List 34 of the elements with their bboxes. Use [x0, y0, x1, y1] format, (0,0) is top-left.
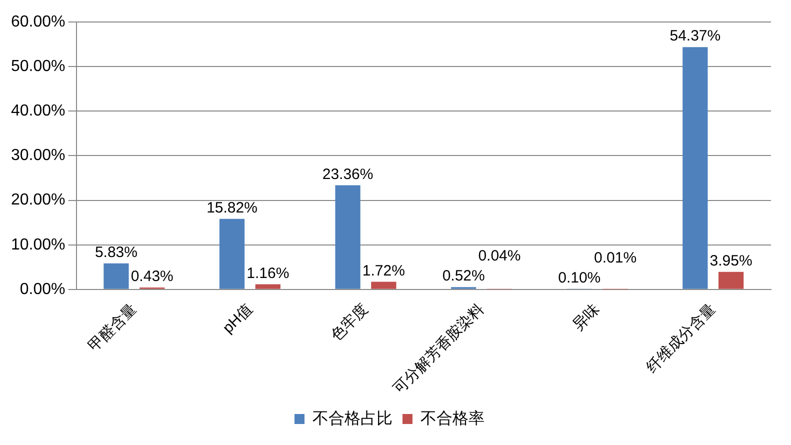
data-label: 1.72%	[362, 262, 405, 280]
bar	[219, 218, 245, 289]
x-tick-label: 可分解芳香胺染料	[390, 300, 488, 398]
data-label: 3.95%	[710, 252, 752, 270]
legend-label: 不合格占比	[312, 409, 392, 428]
bar	[335, 185, 360, 289]
legend-label: 不合格率	[420, 409, 484, 428]
data-label: 0.04%	[478, 248, 521, 265]
x-tick-label: 甲醛含量	[85, 300, 140, 355]
bar	[104, 263, 129, 289]
x-tick-label: pH值	[220, 300, 256, 337]
data-label: 5.83%	[94, 244, 138, 262]
x-tick-label: 纤维成分含量	[643, 300, 719, 376]
data-label: 0.43%	[130, 268, 174, 286]
x-tick-label: 色牢度	[328, 300, 372, 344]
bar	[255, 284, 280, 289]
data-label: 23.36%	[322, 166, 374, 183]
bar	[718, 272, 744, 289]
y-tick-label: 20.00%	[11, 192, 66, 209]
data-label: 54.37%	[670, 28, 721, 45]
data-label: 15.82%	[206, 200, 258, 217]
y-tick-label: 40.00%	[11, 102, 66, 120]
data-label: 0.52%	[442, 268, 485, 285]
y-tick-label: 10.00%	[11, 236, 66, 254]
data-label: 0.10%	[558, 270, 601, 287]
data-label: 1.16%	[246, 264, 290, 282]
y-tick-label: 30.00%	[11, 147, 66, 164]
y-tick-label: 60.00%	[11, 13, 66, 30]
data-label: 0.01%	[594, 250, 637, 267]
x-tick-label: 异味	[570, 300, 604, 334]
y-tick-label: 50.00%	[11, 58, 66, 75]
y-tick-label: 0.00%	[20, 280, 66, 298]
bar	[371, 282, 396, 289]
bar	[682, 47, 708, 289]
